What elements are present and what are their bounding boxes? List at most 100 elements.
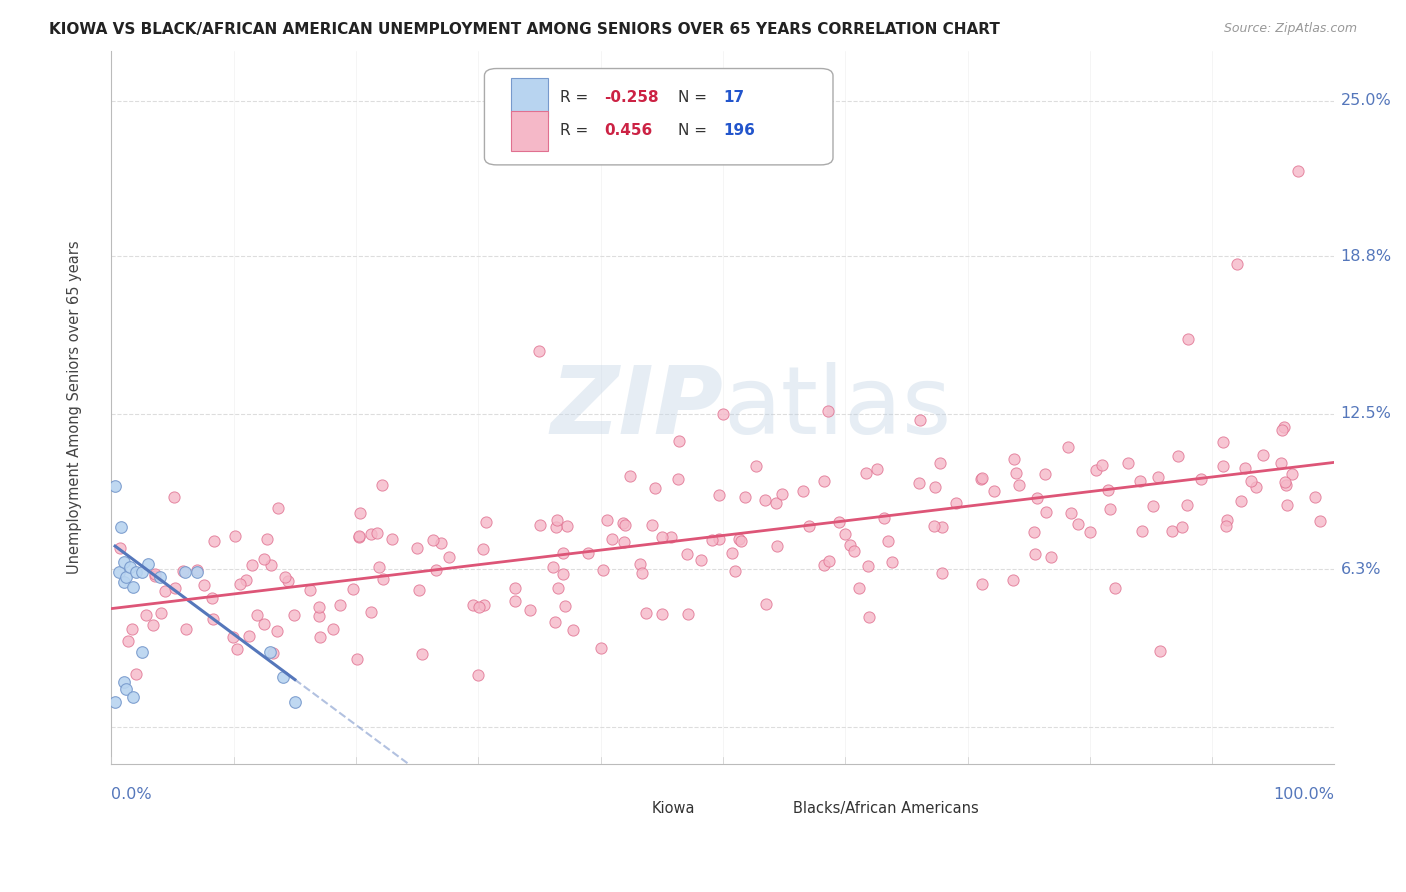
Point [612, 516, 634, 530]
Point [634, 606, 657, 620]
FancyBboxPatch shape [512, 78, 548, 117]
Point [163, 491, 186, 505]
Point [720, 546, 742, 560]
Point [797, 519, 820, 533]
Point [734, 490, 756, 504]
Point [1008, 477, 1031, 491]
Point [360, 526, 382, 541]
Point [1147, 469, 1170, 483]
Point [709, 488, 731, 502]
Point [641, 518, 664, 533]
Point [131, 645, 153, 659]
Text: -0.258: -0.258 [605, 89, 659, 104]
Point [503, 593, 526, 607]
Point [475, 515, 498, 529]
Point [112, 555, 135, 569]
Point [467, 668, 489, 682]
Point [112, 674, 135, 689]
Point [596, 513, 619, 527]
Point [1274, 475, 1296, 490]
Point [121, 622, 143, 636]
Point [969, 472, 991, 486]
Point [503, 582, 526, 596]
Point [366, 526, 388, 541]
Point [561, 624, 583, 638]
Text: 6.3%: 6.3% [1340, 562, 1381, 576]
Text: Unemployment Among Seniors over 65 years: Unemployment Among Seniors over 65 years [67, 241, 82, 574]
Point [360, 606, 382, 620]
Point [118, 559, 141, 574]
Point [745, 459, 768, 474]
Point [240, 558, 263, 572]
Point [924, 518, 946, 533]
Point [472, 598, 495, 612]
Point [619, 469, 641, 483]
Point [1002, 574, 1025, 588]
Point [112, 574, 135, 589]
Point [1215, 518, 1237, 533]
Point [651, 607, 673, 622]
Point [880, 556, 903, 570]
Point [186, 565, 208, 579]
Point [107, 565, 129, 579]
Point [711, 407, 734, 421]
Point [856, 558, 879, 573]
Point [1275, 498, 1298, 512]
Point [828, 516, 851, 530]
Point [818, 554, 841, 568]
Point [1129, 474, 1152, 488]
Point [408, 582, 430, 597]
Point [555, 518, 578, 533]
Point [1309, 514, 1331, 528]
Point [201, 591, 224, 606]
Point [371, 477, 394, 491]
Point [834, 527, 856, 541]
Point [1067, 517, 1090, 532]
Point [553, 546, 575, 560]
Point [253, 551, 276, 566]
Point [1025, 491, 1047, 506]
Point [153, 583, 176, 598]
Point [817, 404, 839, 418]
Point [707, 532, 730, 546]
Point [349, 506, 371, 520]
Point [346, 652, 368, 666]
Text: 18.8%: 18.8% [1340, 249, 1392, 263]
Point [676, 607, 699, 621]
Point [770, 487, 793, 501]
Point [1216, 513, 1239, 527]
Point [308, 599, 330, 614]
Point [1303, 490, 1326, 504]
Point [150, 606, 173, 620]
Point [1022, 525, 1045, 540]
Point [813, 474, 835, 488]
Point [519, 603, 541, 617]
Point [651, 530, 673, 544]
Point [668, 434, 690, 448]
Point [267, 501, 290, 516]
FancyBboxPatch shape [619, 800, 645, 818]
Point [1057, 441, 1080, 455]
Point [1035, 505, 1057, 519]
Text: 100.0%: 100.0% [1274, 788, 1334, 802]
Point [576, 546, 599, 560]
Point [108, 541, 131, 556]
Text: R =: R = [560, 89, 593, 104]
Point [613, 518, 636, 533]
Text: R =: R = [560, 123, 593, 138]
FancyBboxPatch shape [759, 800, 786, 818]
Point [644, 481, 666, 495]
Point [226, 642, 249, 657]
Text: 12.5%: 12.5% [1340, 407, 1392, 421]
Point [1033, 467, 1056, 482]
Point [1212, 459, 1234, 474]
Point [260, 558, 283, 572]
Point [284, 695, 307, 709]
Point [125, 565, 148, 579]
Point [143, 569, 166, 583]
Point [349, 529, 371, 543]
Point [266, 624, 288, 639]
Point [1274, 478, 1296, 492]
Point [173, 565, 195, 579]
Point [931, 520, 953, 534]
